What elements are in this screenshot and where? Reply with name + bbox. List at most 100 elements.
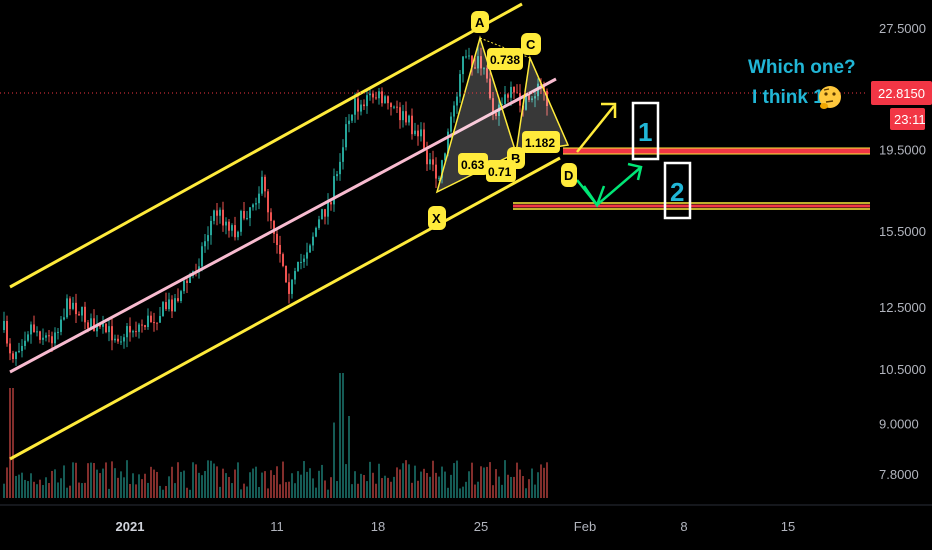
volume-bar [321,464,323,498]
volume-bar [363,475,365,498]
volume-bar [135,484,137,498]
candle-body [177,298,179,302]
candle-body [69,298,71,309]
volume-bar [261,472,263,498]
candle-body [60,319,62,332]
volume-bar [381,478,383,498]
volume-bar [93,462,95,498]
price-axis[interactable]: 27.5000 19.5000 15.5000 12.5000 10.5000 9.000… [879,21,926,482]
candle-body [306,252,308,259]
time-tick-label: 8 [680,519,687,534]
volume-bar [519,469,521,498]
volume-bar [222,468,224,498]
candle-body [381,91,383,104]
candle-body [477,56,479,69]
volume-bar [504,460,506,498]
volume-bar [165,485,167,498]
volume-bar [27,481,29,498]
annotation-line-2: I think 1 [752,87,824,108]
volume-bar [186,487,188,498]
volume-bar [174,483,176,498]
channel-lower-line[interactable] [9,156,561,461]
volume-bar [405,460,407,498]
volume-bar [486,466,488,498]
channel-mid-line[interactable] [9,77,557,374]
volume-bar [201,475,203,498]
volume-bar [189,489,191,498]
volume-bar [270,470,272,498]
volume-bar [369,461,371,498]
volume-bar [327,489,329,498]
candle-body [264,176,266,192]
volume-bar [252,468,254,498]
candle-body [411,115,413,135]
volume-bar [546,462,548,498]
volume-bar [30,473,32,498]
candle-body [312,236,314,246]
candle-body [24,340,26,346]
volume-bar [39,479,41,498]
volume-bar [78,482,80,498]
volume-bar [162,489,164,498]
candle-body [543,85,545,91]
candle-body [66,298,68,318]
volume-bar [66,487,68,498]
svg-text:0.71: 0.71 [488,165,512,179]
candle-body [126,326,128,338]
ratio-label-0738: 0.738 [487,48,523,70]
candle-body [153,322,155,324]
candle-body [54,332,56,344]
svg-text:D: D [564,168,573,183]
volume-bar [453,463,455,498]
svg-text:C: C [526,37,536,52]
candle-body [3,321,5,330]
scenario-2-arrowhead-down [582,185,606,208]
time-tick-label: 25 [474,519,488,534]
candle-body [222,209,224,226]
volume-bar [51,470,53,498]
volume-bar [447,487,449,498]
svg-text:23:11: 23:11 [894,112,926,127]
volume-bar [426,472,428,498]
candle-body [534,96,536,99]
volume-bar [228,476,230,498]
candle-body [426,150,428,165]
candle-body [144,325,146,328]
volume-bar [399,469,401,498]
volume-bar [309,468,311,498]
volume-bar [192,462,194,498]
volume-bar [522,476,524,498]
volume-bar [384,475,386,498]
candle-body [81,306,83,316]
volume-bar [231,483,233,498]
volume-bar [357,483,359,498]
scenario-2-box[interactable] [663,161,692,220]
countdown-badge: 23:11 [890,108,926,130]
volume-bar [501,484,503,498]
volume-bar [411,482,413,498]
candle-body [402,111,404,121]
candle-body [108,326,110,333]
candle-body [354,98,356,115]
candle-body [399,107,401,121]
candle-body [252,204,254,208]
volume-bar [450,474,452,498]
candle-body [525,94,527,110]
scenario-1-box[interactable] [631,101,660,161]
time-axis[interactable]: 2021 11 18 25 Feb 8 15 [116,519,796,534]
svg-text:22.8150: 22.8150 [878,86,925,101]
channel-upper-line[interactable] [9,2,523,289]
price-tick-label: 9.0000 [879,416,919,431]
volume-bar [237,462,239,498]
volume-bar [510,476,512,498]
candle-body [186,280,188,284]
svg-text:0.63: 0.63 [461,158,485,172]
volume-bar [537,472,539,498]
candle-body [336,174,338,177]
candle-body [201,246,203,267]
candle-body [435,164,437,179]
candle-body [420,129,422,137]
volume-bar [219,486,221,498]
candle-body [405,111,407,123]
